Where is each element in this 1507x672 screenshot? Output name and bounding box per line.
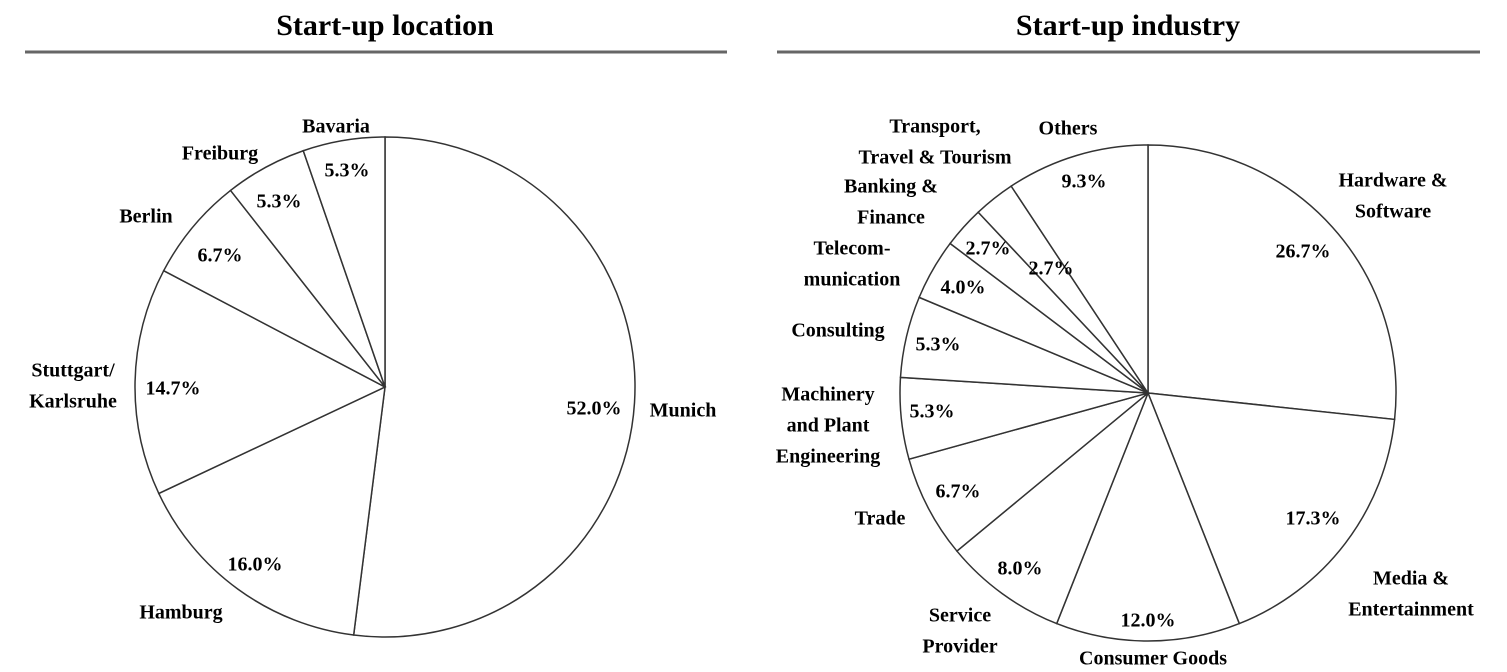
category-label: Entertainment — [1348, 599, 1474, 621]
category-label: and Plant — [787, 415, 870, 437]
value-label: 5.3% — [257, 191, 302, 213]
pie-slice — [157, 385, 386, 636]
category-label: Others — [1039, 118, 1098, 140]
value-label: 16.0% — [228, 554, 283, 576]
category-label: Travel & Tourism — [859, 147, 1012, 169]
value-label: 2.7% — [966, 238, 1011, 260]
category-label: Berlin — [119, 206, 172, 228]
value-label: 8.0% — [998, 558, 1043, 580]
category-label: Machinery — [781, 384, 874, 406]
chart-title: Start-up industry — [1016, 9, 1240, 42]
category-label: Munich — [650, 400, 717, 422]
category-label: Hamburg — [139, 602, 222, 624]
category-label: Software — [1355, 201, 1431, 223]
category-label: Stuttgart/ — [31, 360, 115, 382]
category-label: Media & — [1373, 568, 1449, 590]
category-label: Engineering — [776, 446, 880, 468]
value-label: 26.7% — [1276, 241, 1331, 263]
value-label: 6.7% — [936, 481, 981, 503]
value-label: 6.7% — [198, 245, 243, 267]
pie-slice — [1146, 392, 1396, 625]
category-label: Freiburg — [182, 143, 258, 165]
value-label: 9.3% — [1062, 171, 1107, 193]
pie-slice — [302, 136, 386, 388]
pie-slice — [1147, 144, 1397, 421]
value-label: 17.3% — [1286, 508, 1341, 530]
category-label: Bavaria — [302, 116, 370, 138]
category-label: Consumer Goods — [1079, 648, 1227, 670]
value-label: 4.0% — [941, 277, 986, 299]
category-label: Hardware & — [1338, 170, 1447, 192]
category-label: Transport, — [889, 116, 980, 138]
category-label: Consulting — [791, 320, 884, 342]
pie-slice — [134, 269, 387, 495]
value-label: 5.3% — [910, 401, 955, 423]
value-label: 52.0% — [567, 398, 622, 420]
category-label: munication — [804, 269, 901, 291]
pie-slice — [955, 392, 1149, 625]
category-label: Provider — [922, 636, 997, 658]
pie-slice — [1010, 144, 1149, 396]
value-label: 5.3% — [916, 334, 961, 356]
value-label: 12.0% — [1121, 610, 1176, 632]
category-label: Banking & — [844, 176, 938, 198]
pie-slice — [1055, 390, 1241, 642]
value-label: 14.7% — [146, 378, 201, 400]
category-label: Trade — [855, 508, 906, 530]
pie-slice — [352, 136, 636, 638]
category-label: Karlsruhe — [29, 391, 117, 413]
value-label: 2.7% — [1029, 258, 1074, 280]
value-label: 5.3% — [325, 160, 370, 182]
category-label: Service — [929, 605, 991, 627]
category-label: Telecom- — [813, 238, 890, 260]
chart-title: Start-up location — [276, 9, 494, 42]
category-label: Finance — [857, 207, 925, 229]
